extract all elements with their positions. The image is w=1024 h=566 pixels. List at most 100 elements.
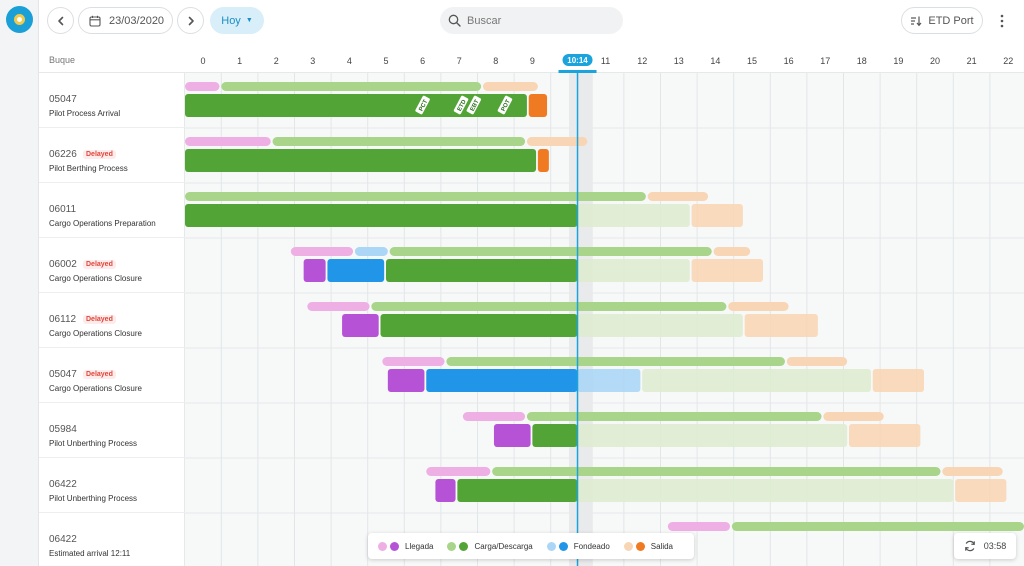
vessel-row-label[interactable]: 06112 Delayed Cargo Operations Closure (39, 293, 185, 348)
phase-bar-actual (577, 424, 848, 447)
hour-tick-label: 0 (200, 56, 205, 66)
vessel-row-label[interactable]: 06422 Estimated arrival 12:11 (39, 513, 185, 566)
hour-tick-label: 19 (893, 56, 903, 66)
event-tag[interactable]: PCT (415, 95, 431, 115)
vessel-id: 06112 (49, 314, 77, 325)
phase-bar-planned (221, 82, 482, 91)
phase-bar-actual (642, 369, 871, 392)
phase-bar-actual (744, 314, 818, 337)
hour-tick-label: 14 (710, 56, 720, 66)
vessel-list: 05047 Pilot Process Arrival 06226 Delayed Pi… (39, 73, 185, 566)
phase-bar-planned (290, 247, 354, 256)
phase-bar-actual (185, 94, 527, 117)
phase-bar-planned (185, 137, 271, 146)
logo-icon (14, 14, 25, 25)
vessel-process: Cargo Operations Closure (49, 384, 142, 393)
delayed-badge: Delayed (83, 370, 116, 379)
more-options-button[interactable] (995, 8, 1009, 33)
refresh-time: 03:58 (983, 541, 1007, 551)
sort-button[interactable]: ETD Port (901, 7, 983, 34)
phase-bar-planned (185, 192, 646, 201)
hour-tick-label: 15 (747, 56, 757, 66)
legend-dot-light (623, 541, 633, 551)
phase-bar-planned (354, 247, 388, 256)
current-time-label: 10:14 (567, 56, 588, 65)
event-tag[interactable]: EBT (466, 95, 482, 115)
event-tag-bg (453, 95, 469, 115)
legend-dot-dark (459, 541, 469, 551)
hour-tick-label: 5 (383, 56, 388, 66)
phase-bar-actual (528, 94, 548, 117)
vessel-process: Cargo Operations Closure (49, 274, 142, 283)
phase-bar-actual (426, 369, 578, 392)
vessel-row-label[interactable]: 06011 Cargo Operations Preparation (39, 183, 185, 238)
event-tag[interactable]: POT (497, 95, 513, 115)
phase-bar-planned (446, 357, 785, 366)
phase-bar-actual (577, 259, 690, 282)
phase-bar-planned (426, 467, 491, 476)
hour-tick-label: 2 (274, 56, 279, 66)
hour-tick-label: 16 (784, 56, 794, 66)
legend-dot-light (447, 541, 457, 551)
phase-bar-actual (532, 424, 578, 447)
phase-bar-actual (872, 369, 925, 392)
phase-bar-planned (389, 247, 712, 256)
vessel-row-label[interactable]: 06226 Delayed Pilot Berthing Process (39, 128, 185, 183)
hour-tick-label: 12 (637, 56, 647, 66)
phase-bar-actual (577, 369, 641, 392)
vessel-id: 06422 (49, 479, 77, 490)
hour-tick-label: 6 (420, 56, 425, 66)
phase-bar-actual (387, 369, 425, 392)
event-tag-label: PCT (418, 99, 429, 113)
legend-item: Salida (623, 541, 673, 551)
phase-bar-actual (342, 314, 379, 337)
phase-bar-planned (667, 522, 731, 531)
hour-tick-label: 21 (967, 56, 977, 66)
event-tag-bg (497, 95, 513, 115)
gantt-chart: 0 1 2 3 4 5 6 7 8 9 11 12 13 14 15 16 17 18 19 20 21 22 PCT ETD… (185, 44, 1024, 566)
date-picker[interactable]: 23/03/2020 (78, 7, 173, 34)
phase-bar-planned (786, 357, 848, 366)
current-time-underline (558, 70, 597, 73)
vessel-row-label[interactable]: 06422 Pilot Unberthing Process (39, 458, 185, 513)
vessel-row-label[interactable]: 05047 Delayed Cargo Operations Closure (39, 348, 185, 403)
sort-icon (911, 16, 922, 26)
legend-item: Carga/Descarga (447, 541, 533, 551)
phase-bar-actual (691, 259, 763, 282)
vessel-row-label[interactable]: 05047 Pilot Process Arrival (39, 73, 185, 128)
previous-day-button[interactable] (47, 7, 74, 34)
vessel-row-label[interactable]: 05984 Pilot Unberthing Process (39, 403, 185, 458)
more-vertical-icon (1000, 14, 1004, 27)
search-input[interactable] (467, 14, 607, 27)
chevron-right-icon (188, 16, 194, 25)
vessel-id: 05047 (49, 94, 77, 105)
delayed-badge: Delayed (83, 150, 116, 159)
event-tag[interactable]: ETD (453, 95, 469, 115)
phase-bar-planned (382, 357, 445, 366)
current-time-pill (562, 54, 593, 66)
column-header: Buque (39, 44, 1024, 73)
vessel-process: Pilot Unberthing Process (49, 494, 138, 503)
phase-bar-actual (386, 259, 578, 282)
phase-bar-actual (955, 479, 1007, 502)
phase-bar-actual (435, 479, 456, 502)
phase-bar-actual (691, 204, 743, 227)
hour-tick-label: 18 (857, 56, 867, 66)
event-tag-label: ETD (457, 98, 468, 112)
phase-bar-actual (185, 149, 537, 172)
vessel-process: Cargo Operations Closure (49, 329, 142, 338)
calendar-icon (89, 15, 101, 27)
next-day-button[interactable] (177, 7, 204, 34)
toolbar: 23/03/2020 Hoy ▼ ETD Port (39, 0, 1024, 44)
phase-bar-planned (492, 467, 941, 476)
phase-bar-actual (493, 424, 531, 447)
legend-item: Llegada (378, 541, 433, 551)
phase-bar-planned (731, 522, 1024, 531)
vessel-row-label[interactable]: 06002 Delayed Cargo Operations Closure (39, 238, 185, 293)
refresh-button[interactable]: 03:58 (954, 533, 1016, 559)
today-dropdown[interactable]: Hoy ▼ (210, 7, 264, 34)
hour-tick-label: 20 (930, 56, 940, 66)
phase-bar-actual (185, 204, 578, 227)
delayed-badge: Delayed (83, 315, 116, 324)
app-logo[interactable] (6, 6, 33, 33)
